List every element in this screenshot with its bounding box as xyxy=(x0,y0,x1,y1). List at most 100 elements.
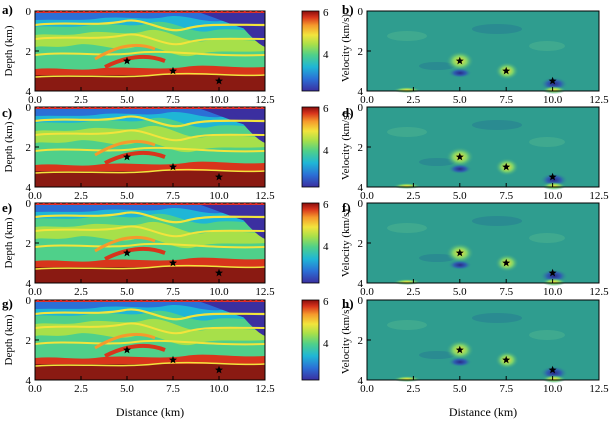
receiver-marker xyxy=(42,11,45,13)
receiver-marker xyxy=(42,300,45,302)
x-tick-label: 2.5 xyxy=(74,383,88,395)
receiver-marker xyxy=(209,203,212,205)
receiver-marker xyxy=(174,11,177,13)
y-tick-label: 0 xyxy=(358,6,364,18)
source-star-marker xyxy=(502,66,511,75)
x-tick-label: 5.0 xyxy=(453,383,467,395)
receiver-marker xyxy=(226,11,229,13)
receiver-marker xyxy=(37,300,39,302)
source-star-marker xyxy=(455,345,464,354)
receiver-marker xyxy=(169,300,172,302)
x-tick-label: 10.0 xyxy=(209,383,229,395)
receiver-marker xyxy=(94,11,97,13)
receiver-marker xyxy=(117,107,120,109)
receiver-marker xyxy=(255,107,258,109)
receiver-marker xyxy=(163,300,166,302)
colorbar xyxy=(301,10,320,92)
receiver-marker xyxy=(88,300,91,302)
source-star-marker xyxy=(123,152,131,161)
source-star-marker xyxy=(502,258,511,267)
colorbar-1: 6 4 Velocity (km/s) xyxy=(301,7,352,92)
receiver-marker xyxy=(88,107,91,109)
row-2: c) 6 4 Velocity (km/s) d) xyxy=(2,103,600,190)
receiver-marker xyxy=(226,203,229,205)
x-tick-label: 12.5 xyxy=(589,94,609,106)
x-tick-label: 7.5 xyxy=(499,286,513,298)
receiver-marker xyxy=(232,300,235,302)
receiver-marker xyxy=(94,203,97,205)
receiver-marker xyxy=(186,203,189,205)
receiver-marker xyxy=(134,107,137,109)
colorbar-tick-max: 6 xyxy=(323,7,329,19)
receiver-marker xyxy=(94,107,97,109)
receiver-marker xyxy=(82,300,85,302)
x-tick-label: 5.0 xyxy=(453,94,467,106)
panel-h: h) xyxy=(342,296,600,383)
receiver-marker xyxy=(100,203,103,205)
x-tick-label: 5.0 xyxy=(453,286,467,298)
panel-label-f: f) xyxy=(342,200,351,215)
x-tick-label: 2.5 xyxy=(74,94,88,106)
receiver-marker xyxy=(215,11,218,13)
receiver-marker xyxy=(180,203,183,205)
receiver-marker xyxy=(54,107,57,109)
receiver-marker xyxy=(37,11,39,13)
row-4: g) 6 4 Velocity (km/s) h) xyxy=(2,296,600,383)
y-axis-label: Depth (km) xyxy=(3,314,15,365)
receiver-marker xyxy=(105,11,108,13)
receiver-marker xyxy=(42,203,45,205)
receiver-marker xyxy=(128,203,131,205)
receiver-marker xyxy=(48,11,51,13)
panel-label-g: g) xyxy=(2,296,13,311)
velocity-model xyxy=(33,201,267,285)
x-tick-label: 0.0 xyxy=(28,383,42,395)
x-tick-label: 12.5 xyxy=(255,190,275,202)
x-axis-label-right: Distance (km) xyxy=(449,405,517,419)
receiver-marker xyxy=(157,203,160,205)
receiver-marker xyxy=(209,300,212,302)
receiver-marker xyxy=(71,107,74,109)
source-star-marker xyxy=(123,248,131,257)
receiver-marker xyxy=(105,300,108,302)
receiver-marker xyxy=(238,300,241,302)
receiver-marker xyxy=(186,11,189,13)
receiver-marker xyxy=(243,300,246,302)
receiver-marker xyxy=(134,11,137,13)
receiver-marker xyxy=(209,107,212,109)
receiver-marker xyxy=(105,203,108,205)
source-star-marker xyxy=(123,345,131,354)
receiver-marker xyxy=(59,203,62,205)
receiver-marker xyxy=(128,300,131,302)
colorbar xyxy=(301,106,320,188)
receiver-marker xyxy=(54,11,57,13)
receiver-marker xyxy=(134,203,137,205)
row-1: a) 6 4 Velocity (km/s) b) xyxy=(2,2,600,94)
receiver-marker xyxy=(249,300,252,302)
receiver-marker xyxy=(88,203,91,205)
receiver-marker xyxy=(174,300,177,302)
x-tick-label: 10.0 xyxy=(543,383,563,395)
x-tick-label: 10.0 xyxy=(543,286,563,298)
receiver-marker xyxy=(71,203,74,205)
y-tick-label: 4 xyxy=(358,278,364,290)
receiver-marker xyxy=(180,11,183,13)
receiver-marker xyxy=(77,107,80,109)
source-star-marker xyxy=(455,248,464,257)
source-star-marker xyxy=(215,365,223,374)
colorbar-4: 6 4 Velocity (km/s) xyxy=(301,296,352,381)
y-tick-label: 2 xyxy=(26,142,32,154)
receiver-marker xyxy=(94,300,97,302)
receiver-marker xyxy=(203,300,206,302)
receiver-marker xyxy=(54,203,57,205)
panel-label-c: c) xyxy=(2,105,12,120)
x-tick-label: 10.0 xyxy=(543,94,563,106)
x-tick-label: 2.5 xyxy=(74,190,88,202)
panel-label-d: d) xyxy=(342,105,354,120)
receiver-marker xyxy=(226,300,229,302)
receiver-marker xyxy=(220,300,223,302)
receiver-marker xyxy=(243,107,246,109)
y-axis-label: Depth (km) xyxy=(3,25,15,76)
receiver-marker xyxy=(180,300,183,302)
receiver-marker xyxy=(117,11,120,13)
x-tick-label: 0.0 xyxy=(360,286,374,298)
